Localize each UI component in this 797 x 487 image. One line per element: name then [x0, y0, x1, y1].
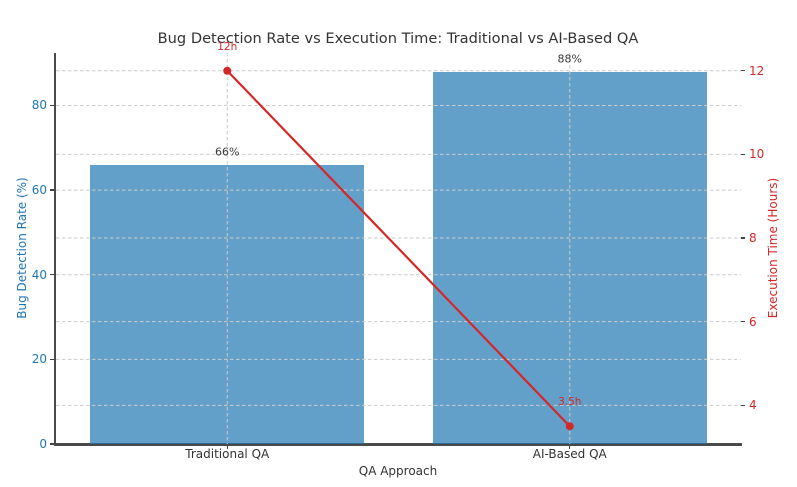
execution-time-line-layer [223, 66, 574, 431]
x-tick-label: AI-Based QA [532, 447, 607, 461]
execution-time-line [226, 70, 571, 427]
right-y-tick-label: 6 [749, 314, 757, 329]
left-y-tick-label: 80 [31, 98, 47, 113]
chart-title: Bug Detection Rate vs Execution Time: Tr… [157, 30, 639, 47]
right-y-axis-label: Execution Time (Hours) [766, 177, 780, 319]
left-y-tick-label: 0 [39, 437, 47, 451]
right-tick-mark [741, 70, 745, 72]
gridlines [56, 53, 741, 444]
x-axis-label: QA Approach [358, 464, 438, 478]
x-tick-mark [226, 445, 228, 449]
data-point-marker [565, 422, 574, 431]
left-axis-spine [54, 53, 56, 446]
line-point-label: 3.5h [558, 396, 582, 409]
left-y-tick-label: 60 [31, 183, 47, 198]
left-tick-mark [50, 104, 55, 107]
data-point-marker [223, 66, 232, 75]
right-tick-mark [741, 237, 745, 239]
right-y-tick-label: 10 [749, 147, 765, 162]
bar-value-label: 66% [215, 145, 240, 159]
left-tick-mark [50, 274, 55, 276]
bottom-axis-spine [54, 443, 743, 446]
left-tick-mark [50, 443, 55, 445]
right-y-tick-label: 12 [749, 63, 765, 78]
right-y-tick-label: 8 [749, 231, 757, 246]
left-y-tick-label: 40 [31, 267, 47, 282]
left-tick-mark [50, 189, 55, 191]
left-tick-mark [50, 358, 55, 361]
bar-value-label: 88% [557, 52, 582, 66]
right-y-tick-label: 4 [749, 398, 757, 413]
right-tick-mark [741, 320, 745, 323]
line-point-label: 12h [217, 40, 238, 53]
right-tick-mark [741, 404, 745, 406]
left-y-tick-label: 20 [31, 352, 47, 367]
x-tick-label: Traditional QA [185, 447, 270, 461]
right-tick-mark [741, 153, 745, 156]
x-tick-mark [569, 445, 571, 449]
